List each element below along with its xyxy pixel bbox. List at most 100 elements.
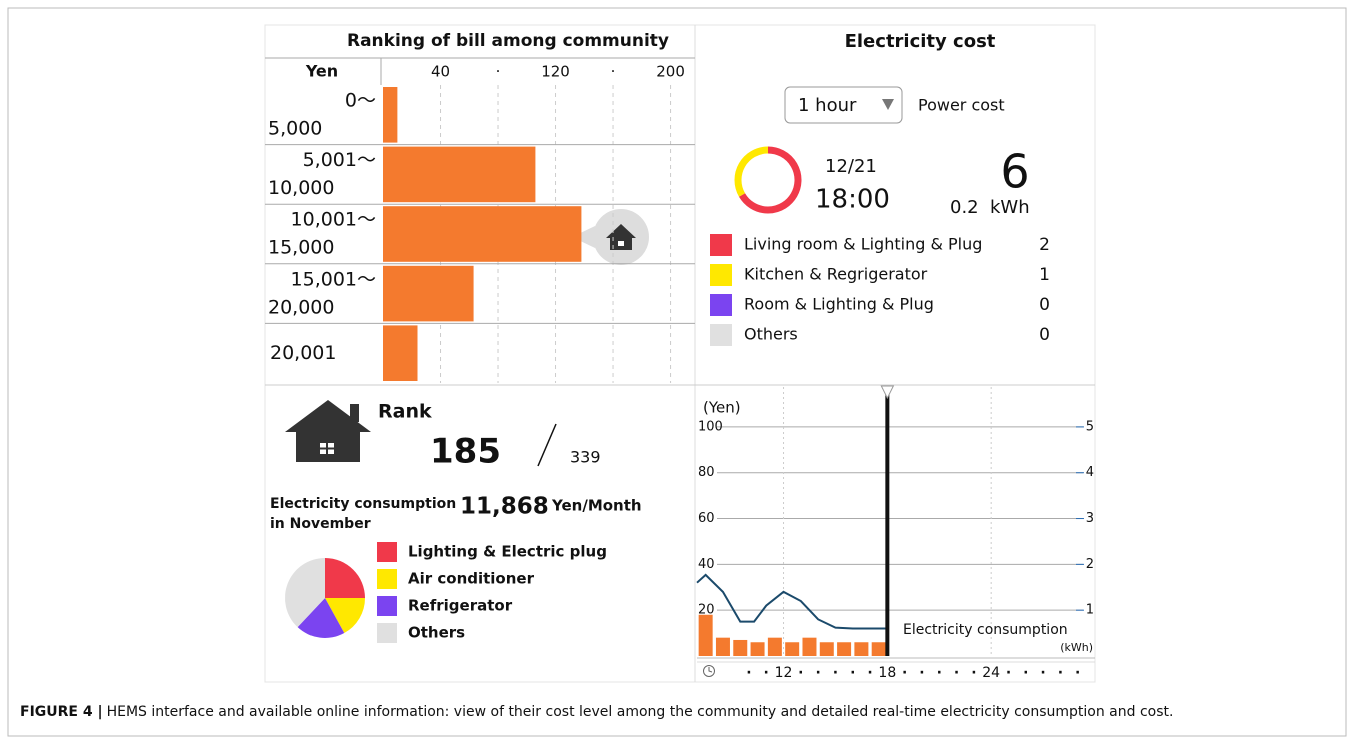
axis-label: Yen [305, 62, 338, 81]
caption-label: FIGURE 4 | [20, 704, 103, 720]
consumption-label: in November [270, 516, 371, 532]
bar [785, 642, 800, 656]
dropdown-arrow[interactable] [882, 99, 894, 110]
clock-icon [703, 665, 715, 677]
legend-label: Living room & Lighting & Plug [744, 235, 982, 254]
bar [819, 642, 834, 656]
legend-swatch [710, 324, 732, 346]
x-tick-label: 24 [982, 665, 1000, 681]
x-tick-label: · [764, 665, 769, 681]
bar [750, 642, 765, 656]
y2-tick-label: 1 [1086, 603, 1094, 618]
row-label: 15,001～ [291, 268, 376, 290]
x-tick-label: · [954, 665, 959, 681]
x-tick-label: 40 [431, 63, 450, 81]
line-annotation: Electricity consumption [903, 622, 1068, 638]
legend-label: Air conditioner [408, 570, 535, 588]
x-tick-label: · [1058, 665, 1063, 681]
y2-tick-label: 5 [1086, 419, 1094, 434]
pie-slice [297, 598, 345, 639]
bar [854, 642, 869, 656]
pie-slice [284, 558, 325, 628]
bar [698, 614, 713, 656]
row-label: 0～ [345, 90, 376, 112]
x-tick-label: 18 [878, 665, 896, 681]
bar [733, 639, 748, 656]
x-tick-label: · [919, 665, 924, 681]
cost-value: 6 [1000, 145, 1029, 199]
x-tick-label: · [1040, 665, 1045, 681]
x-tick-label: 120 [541, 63, 570, 81]
legend-swatch [377, 542, 397, 562]
y2-tick-label: 3 [1086, 511, 1094, 526]
x-tick-label: · [1075, 665, 1080, 681]
x-tick-label: · [798, 665, 803, 681]
bar [383, 325, 418, 381]
legend-label: Others [408, 624, 465, 642]
period[interactable]: 1 hour [798, 95, 857, 116]
bar [871, 642, 886, 656]
legend-value: 0 [1039, 325, 1050, 345]
house-icon [285, 400, 371, 462]
legend-swatch [377, 596, 397, 616]
clock-icon [708, 667, 713, 673]
rank-label: Rank [378, 401, 432, 423]
legend-label: Kitchen & Regrigerator [744, 265, 928, 284]
donut-segment [738, 146, 802, 214]
legend-swatch [377, 569, 397, 589]
y-tick-label: 100 [698, 419, 723, 434]
x-tick-label: · [1023, 665, 1028, 681]
bar [837, 642, 852, 656]
bar [767, 637, 782, 656]
x-tick-label: · [833, 665, 838, 681]
legend-swatch [710, 264, 732, 286]
date: 12/21 [825, 156, 877, 177]
y-tick-label: 40 [698, 557, 715, 572]
legend-label: Refrigerator [408, 597, 513, 615]
y2-tick-label: 4 [1086, 465, 1094, 480]
y-axis-label: (Yen) [703, 399, 741, 417]
legend-value: 1 [1039, 265, 1050, 285]
row-label: 15,000 [268, 237, 334, 259]
bar [802, 637, 817, 656]
legend-swatch [377, 623, 397, 643]
legend-label: Room & Lighting & Plug [744, 295, 934, 314]
y-tick-label: 60 [698, 511, 715, 526]
cursor-handle [880, 385, 895, 400]
x-tick-label: · [746, 665, 751, 681]
legend-label: Lighting & Electric plug [408, 543, 607, 561]
x-tick-label: · [611, 63, 616, 81]
y-tick-label: 20 [698, 603, 715, 618]
bar [383, 87, 398, 143]
x-tick-label: 200 [656, 63, 685, 81]
row-label: 5,001～ [303, 149, 376, 171]
row-label: 20,001 [270, 342, 336, 364]
legend-swatch [710, 294, 732, 316]
x-tick-label: · [867, 665, 872, 681]
row-label: 10,001～ [291, 209, 376, 231]
energy-unit: kWh [990, 197, 1030, 218]
legend-swatch [710, 234, 732, 256]
x-tick-label: · [937, 665, 942, 681]
x-tick-label: · [850, 665, 855, 681]
y2-axis-label: (kWh) [1060, 641, 1093, 654]
bar [383, 146, 536, 203]
row-label: 20,000 [268, 296, 334, 318]
bar [715, 637, 730, 656]
caption-text: HEMS interface and available online info… [107, 704, 1174, 720]
ranking-title: Ranking of bill among community [347, 31, 669, 51]
line [696, 573, 888, 630]
bar [383, 206, 582, 262]
legend-value: 2 [1039, 235, 1050, 255]
donut-segment [734, 146, 769, 197]
cost-title: Electricity cost [845, 31, 996, 52]
time: 18:00 [815, 185, 890, 215]
energy: 0.2 [950, 197, 979, 218]
rank-value: 185 [430, 432, 501, 472]
period-dropdown[interactable] [784, 86, 903, 124]
x-tick-label: 12 [775, 665, 793, 681]
x-tick-label: · [902, 665, 907, 681]
legend-value: 0 [1039, 295, 1050, 315]
row-label: 5,000 [268, 118, 322, 140]
